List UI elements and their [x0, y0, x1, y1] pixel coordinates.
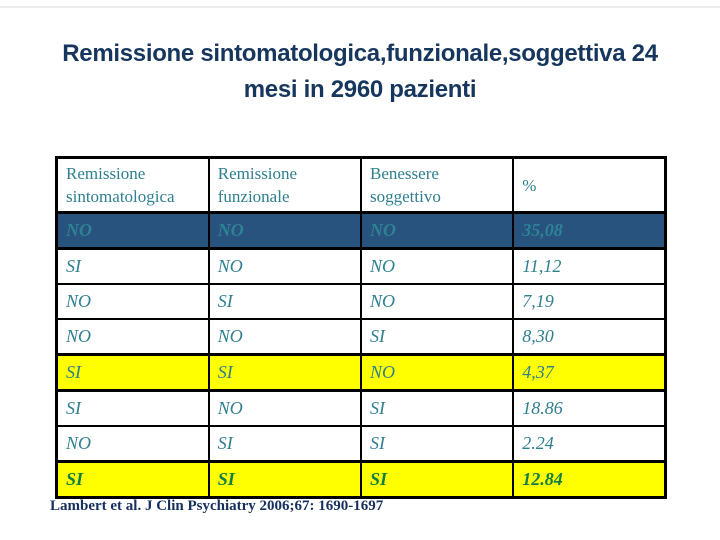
table-row: NO NO NO 35,08 — [55, 211, 667, 250]
table-row: NO SI NO 7,19 — [55, 283, 667, 320]
table-cell: SI — [359, 425, 515, 463]
table-cell: SI — [359, 318, 515, 356]
table-cell: SI — [207, 283, 363, 320]
citation-text: Lambert et al. J Clin Psychiatry 2006;67… — [50, 498, 384, 514]
table-cell: 4,37 — [512, 353, 667, 392]
table-row: NO NO SI 8,30 — [55, 318, 667, 356]
table-cell: 2.24 — [512, 425, 667, 463]
table-cell: SI — [55, 353, 210, 392]
slide-top-edge-divider — [0, 6, 720, 8]
table-row: SI NO NO 11,12 — [55, 247, 667, 285]
table-cell: NO — [207, 389, 363, 427]
table-row: SI NO SI 18.86 — [55, 389, 667, 427]
table-cell: 11,12 — [512, 247, 667, 285]
header-cell-remissione-funzionale: Remissione funzionale — [207, 156, 363, 214]
table-cell: 8,30 — [512, 318, 667, 356]
header-cell-benessere-soggettivo: Benessere soggettivo — [359, 156, 515, 214]
header-cell-percent: % — [512, 156, 667, 214]
table-cell: SI — [359, 460, 515, 499]
table-cell: NO — [359, 211, 515, 250]
slide-title-line-2: mesi in 2960 pazienti — [243, 76, 477, 103]
table-row: SI SI SI 12.84 — [55, 460, 667, 499]
table-cell: NO — [207, 318, 363, 356]
table-cell: NO — [55, 211, 210, 250]
table-row: NO SI SI 2.24 — [55, 425, 667, 463]
table-cell: 35,08 — [512, 211, 667, 250]
table-cell: NO — [207, 247, 363, 285]
slide-title-line-1: Remissione sintomatologica,funzionale,so… — [62, 40, 658, 67]
table-cell: SI — [207, 425, 363, 463]
table-cell: SI — [207, 353, 363, 392]
slide-title: Remissione sintomatologica,funzionale,so… — [10, 36, 710, 108]
table-cell: NO — [55, 283, 210, 320]
table-cell: NO — [55, 425, 210, 463]
table-cell: NO — [359, 247, 515, 285]
table-cell: 7,19 — [512, 283, 667, 320]
table-header-row: Remissione sintomatologica Remissione fu… — [55, 156, 667, 214]
table-cell: SI — [55, 247, 210, 285]
table-cell: SI — [55, 389, 210, 427]
table-cell: SI — [207, 460, 363, 499]
table-row: SI SI NO 4,37 — [55, 353, 667, 392]
table-cell: NO — [207, 211, 363, 250]
header-cell-remissione-sintomatologica: Remissione sintomatologica — [55, 156, 210, 214]
table-cell: 18.86 — [512, 389, 667, 427]
table-cell: NO — [359, 353, 515, 392]
table-cell: NO — [359, 283, 515, 320]
table-cell: SI — [359, 389, 515, 427]
remission-results-table: Remissione sintomatologica Remissione fu… — [55, 156, 667, 499]
table-cell: NO — [55, 318, 210, 356]
table-cell: SI — [55, 460, 210, 499]
table-cell: 12.84 — [512, 460, 667, 499]
